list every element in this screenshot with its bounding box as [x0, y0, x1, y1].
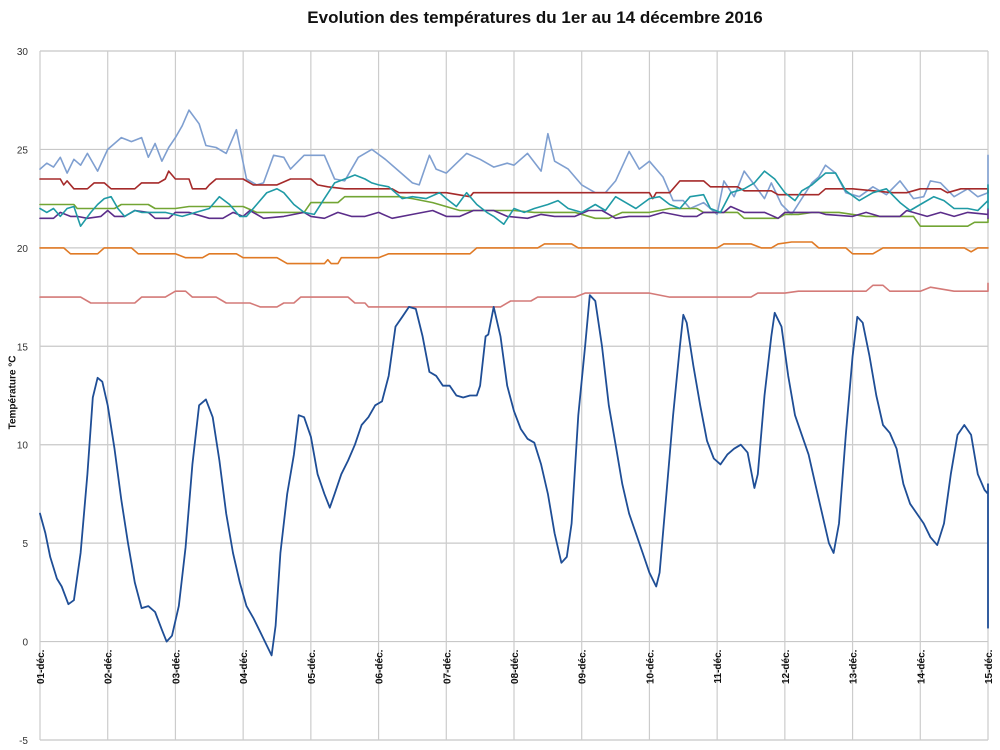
- y-tick-label: 0: [22, 638, 28, 649]
- series-lines: [39, 109, 989, 657]
- x-tick-label: 01-déc.: [36, 649, 47, 684]
- y-tick-label: 15: [17, 342, 29, 353]
- series-line-3: [39, 205, 989, 220]
- x-tick-label: 09-déc.: [578, 649, 589, 684]
- series-line-7: [39, 294, 989, 657]
- x-tick-label: 04-déc.: [239, 649, 250, 684]
- x-tick-label: 02-déc.: [104, 649, 115, 684]
- x-tick-label: 05-déc.: [307, 649, 318, 684]
- series-line-2: [39, 195, 989, 227]
- x-tick-label: 15-déc.: [984, 649, 995, 684]
- x-tick-label: 11-déc.: [713, 649, 724, 683]
- y-tick-labels: -5 0 5 10 15 20 25 30: [17, 47, 29, 747]
- y-tick-label: 5: [22, 539, 28, 550]
- series-line-5: [39, 241, 989, 265]
- series-line-6: [39, 282, 989, 308]
- x-tick-label: 13-déc.: [849, 649, 860, 684]
- y-tick-label: 30: [17, 47, 29, 58]
- x-tick-label: 08-déc.: [510, 649, 521, 684]
- x-tick-label: 07-déc.: [442, 649, 453, 684]
- x-tick-label: 12-déc.: [781, 649, 792, 684]
- x-gridlines: [39, 51, 989, 740]
- y-tick-label: 25: [17, 145, 29, 156]
- chart-title: Evolution des températures du 1er au 14 …: [307, 8, 763, 27]
- x-tick-label: 03-déc.: [171, 649, 182, 684]
- x-tick-label: 14-déc.: [916, 649, 927, 684]
- x-tick-label: 06-déc.: [375, 649, 386, 684]
- y-tick-label: 10: [17, 441, 29, 452]
- x-tick-labels: 01-déc. 02-déc. 03-déc. 04-déc. 05-déc. 06-dé…: [36, 649, 995, 684]
- series-line-4: [39, 170, 989, 227]
- y-tick-label: 20: [17, 244, 29, 255]
- y-tick-label: -5: [19, 736, 28, 747]
- x-tick-label: 10-déc.: [645, 649, 656, 684]
